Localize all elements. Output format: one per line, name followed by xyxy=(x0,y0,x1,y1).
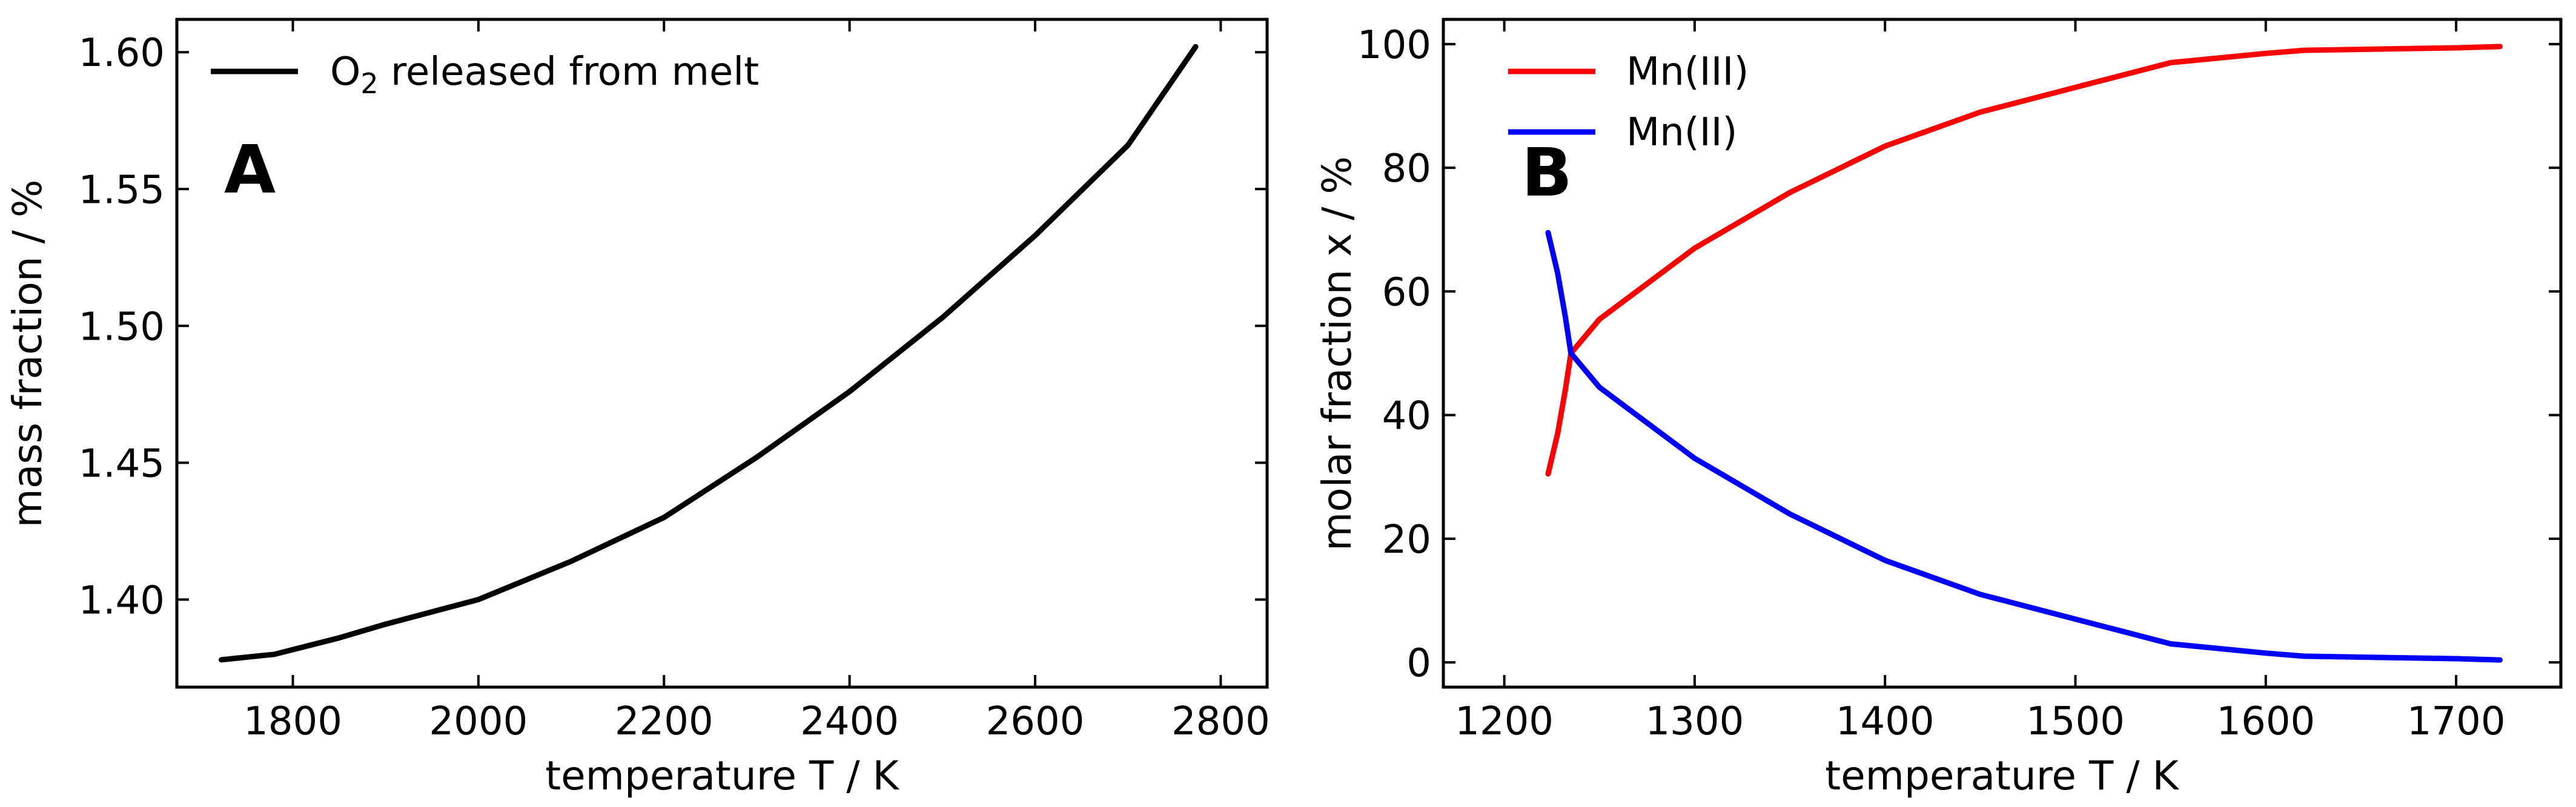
panel-a-legend: O2 released from melt xyxy=(211,50,759,100)
panel-a-y-tick-label: 1.55 xyxy=(79,168,165,212)
panel-a-x-tick-label: 2800 xyxy=(1171,699,1270,744)
panel-b-y-tick-label: 20 xyxy=(1382,518,1431,562)
panel-b-legend: Mn(III) Mn(II) xyxy=(1508,50,1749,155)
panel-b-y-tick-label: 40 xyxy=(1382,394,1431,439)
panel-b-y-tick-label: 80 xyxy=(1382,147,1431,191)
panel-a-x-tick-label: 2600 xyxy=(986,699,1085,744)
panel-b-y-axis-label: molar fraction x / % xyxy=(1314,156,1360,551)
panel-a-ticks: 1800 2000 2200 2400 2600 2800 1.40 1.45 1.50 1.55… xyxy=(79,19,1270,744)
panel-b-legend-label-mn2: Mn(II) xyxy=(1626,110,1737,155)
panel-a-y-tick-label: 1.50 xyxy=(79,305,165,349)
panel-a-x-tick-label: 2000 xyxy=(429,699,528,744)
panel-a-x-axis-label: temperature T / K xyxy=(545,753,899,799)
panel-a-y-tick-label: 1.60 xyxy=(79,31,165,76)
panel-a-series xyxy=(219,44,1199,663)
panel-b: 1200 1300 1400 1500 1600 1700 0 20 40 60 80 100 B M… xyxy=(1314,18,2563,799)
panel-b-x-tick-label: 1300 xyxy=(1645,699,1744,744)
panel-a-x-tick-label: 2400 xyxy=(800,699,899,744)
panel-a-series-line-o2-released-from-melt xyxy=(219,44,1199,663)
legend-subscript: 2 xyxy=(360,67,378,100)
panel-b-x-tick-label: 1500 xyxy=(2026,699,2125,744)
legend-o: O xyxy=(330,50,360,94)
panel-a-y-axis-label: mass fraction / % xyxy=(4,180,51,528)
panel-b-x-tick-label: 1600 xyxy=(2216,699,2315,744)
panel-a-y-tick-label: 1.45 xyxy=(79,441,165,486)
panel-b-series xyxy=(1545,44,2503,663)
panel-b-plot-frame xyxy=(1442,18,2563,689)
panel-b-x-tick-label: 1700 xyxy=(2407,699,2506,744)
legend-rest: released from melt xyxy=(379,50,760,94)
panel-a-x-tick-label: 1800 xyxy=(243,699,342,744)
panel-b-x-tick-label: 1200 xyxy=(1455,699,1554,744)
panel-a-x-tick-label: 2200 xyxy=(615,699,714,744)
panel-b-legend-label-mn3: Mn(III) xyxy=(1626,50,1749,94)
panel-a-letter: A xyxy=(224,131,276,208)
panel-b-x-tick-label: 1400 xyxy=(1836,699,1935,744)
panel-b-letter: B xyxy=(1521,134,1572,211)
panel-b-ticks: 1200 1300 1400 1500 1600 1700 0 20 40 60 80 100 xyxy=(1357,19,2561,744)
panel-b-series-line-mn-ii xyxy=(1545,229,2503,663)
panel-b-x-axis-label: temperature T / K xyxy=(1825,753,2179,799)
panel-b-series-line-mn-iii xyxy=(1545,44,2503,477)
panel-a-plot-frame xyxy=(175,18,1269,689)
panel-b-y-tick-label: 100 xyxy=(1357,23,1431,68)
panel-b-y-tick-label: 60 xyxy=(1382,270,1431,315)
panel-a: 1800 2000 2200 2400 2600 2800 1.40 1.45 1.50 1.55… xyxy=(4,18,1270,799)
panel-b-y-tick-label: 0 xyxy=(1406,641,1431,686)
panel-a-legend-label: O2 released from melt xyxy=(330,50,759,100)
panel-a-y-tick-label: 1.40 xyxy=(79,578,165,623)
